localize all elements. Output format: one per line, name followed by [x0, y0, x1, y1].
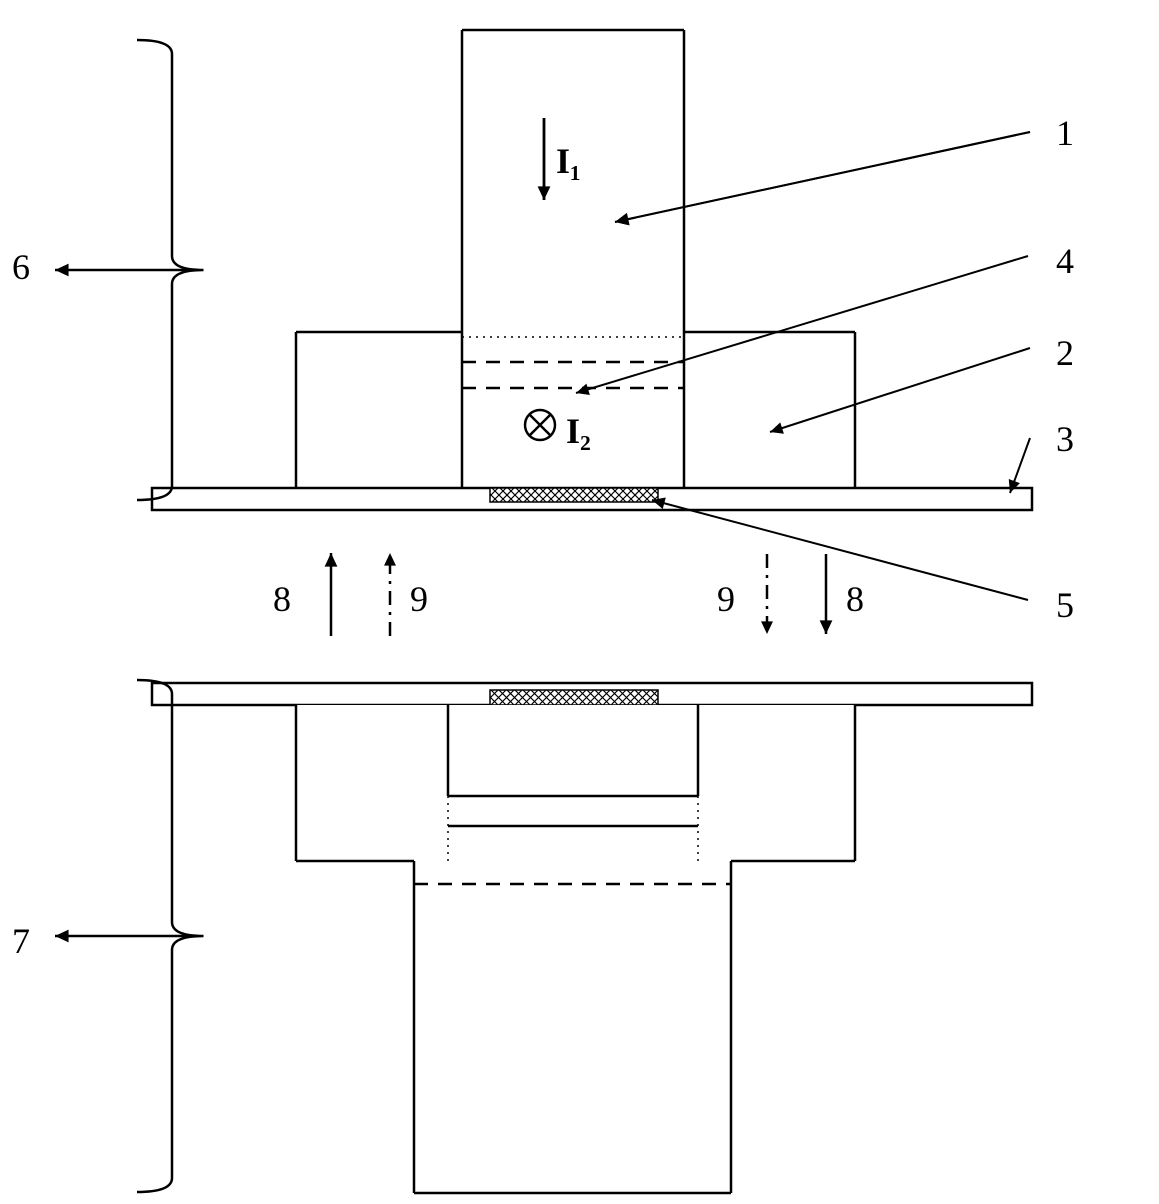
- label-9a: 9: [410, 578, 428, 620]
- label-5: 5: [1056, 584, 1074, 626]
- label-4: 4: [1056, 240, 1074, 282]
- label-7: 7: [12, 920, 30, 962]
- label-8a: 8: [273, 578, 291, 620]
- label-9b: 9: [717, 578, 735, 620]
- label-6: 6: [12, 246, 30, 288]
- label-I1: I₁: [556, 140, 581, 182]
- label-I2: I₂: [566, 410, 591, 452]
- label-2: 2: [1056, 332, 1074, 374]
- label-8b: 8: [846, 578, 864, 620]
- label-1: 1: [1056, 112, 1074, 154]
- label-3: 3: [1056, 418, 1074, 460]
